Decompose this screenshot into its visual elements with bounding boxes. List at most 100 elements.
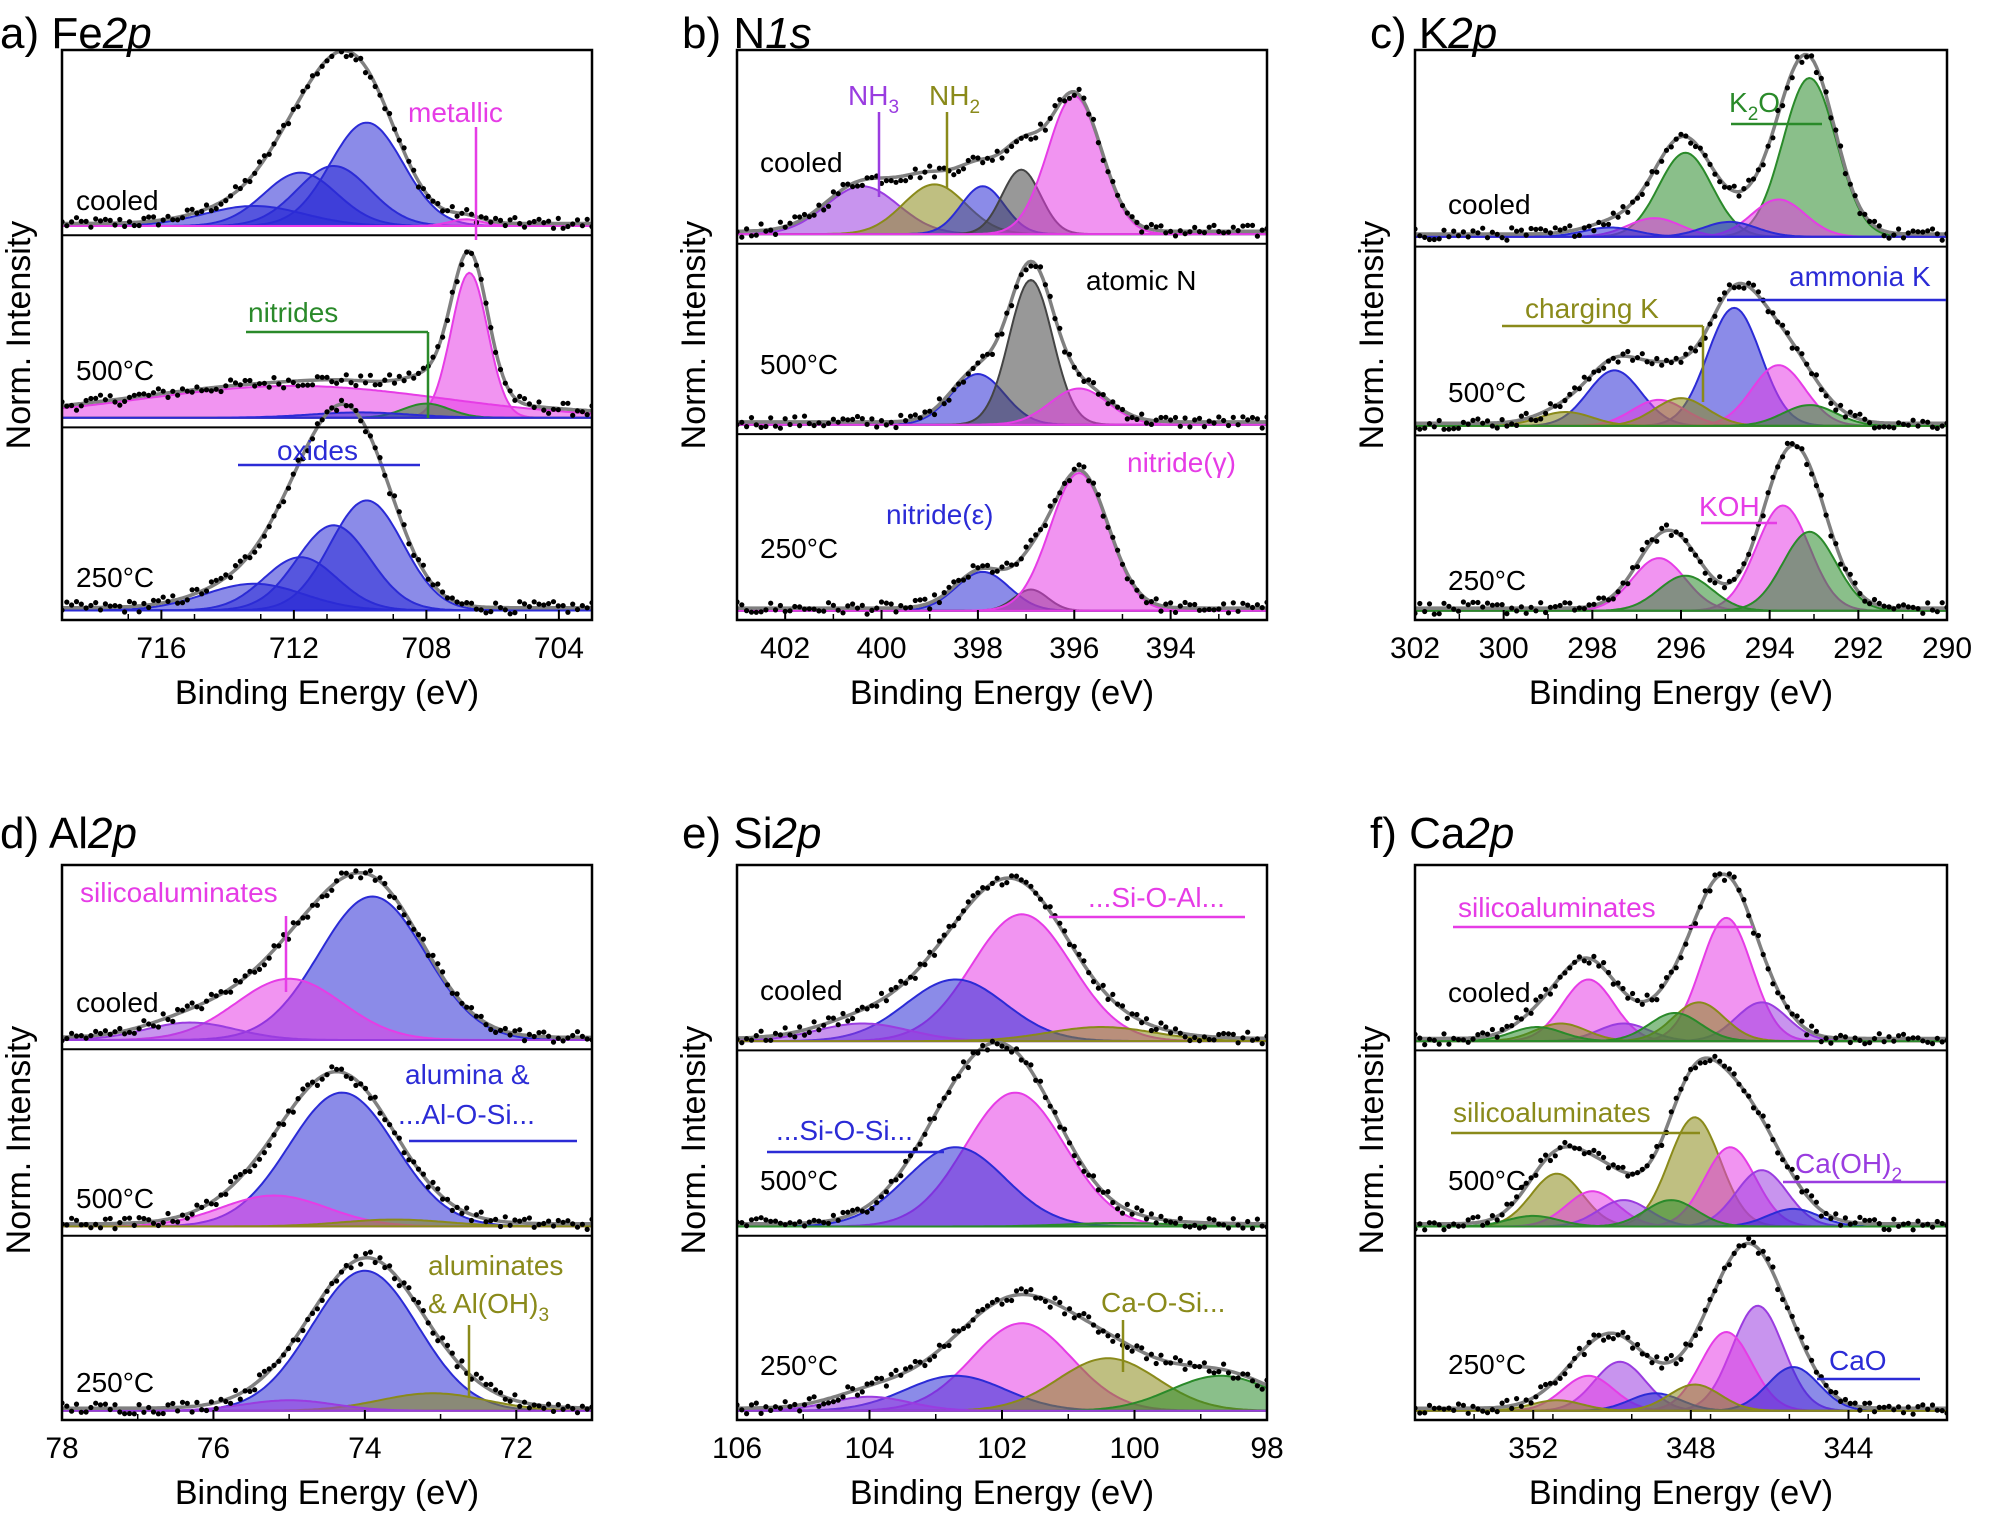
data-point — [869, 1003, 875, 1009]
data-point — [1134, 219, 1140, 225]
data-point — [1245, 1029, 1251, 1035]
data-point — [179, 386, 186, 392]
data-point — [252, 969, 258, 975]
data-point — [980, 353, 986, 359]
data-point — [1784, 1305, 1790, 1311]
data-point — [329, 379, 335, 385]
data-point — [1076, 951, 1082, 958]
data-point — [922, 962, 928, 968]
data-point — [574, 217, 581, 223]
data-point — [1905, 230, 1911, 236]
data-point — [1591, 601, 1597, 607]
data-point — [1654, 355, 1660, 362]
data-point — [1678, 359, 1684, 365]
component-peak — [737, 1222, 1267, 1228]
data-point — [468, 1217, 475, 1224]
data-point — [907, 413, 914, 419]
data-point — [478, 1209, 484, 1215]
series-250c — [62, 1249, 592, 1417]
data-point — [579, 1403, 586, 1409]
data-point — [927, 949, 933, 955]
data-point — [1066, 941, 1073, 948]
data-point — [1572, 385, 1578, 391]
data-point — [1211, 420, 1217, 426]
data-point — [464, 1205, 470, 1211]
data-point — [184, 388, 190, 394]
data-point — [391, 895, 398, 901]
data-point — [1081, 378, 1087, 384]
data-point — [1770, 474, 1776, 480]
data-point — [338, 377, 345, 383]
data-point — [247, 555, 253, 561]
data-point — [1441, 600, 1447, 606]
data-point — [1755, 1110, 1761, 1116]
x-tick-label: 300 — [1479, 632, 1529, 665]
data-point — [1547, 401, 1553, 407]
condition-label: 500°C — [1448, 377, 1526, 408]
data-point — [281, 385, 287, 391]
data-point — [931, 1353, 938, 1359]
data-point — [165, 598, 171, 605]
data-point — [1823, 89, 1829, 95]
data-point — [956, 577, 962, 584]
data-point — [430, 1330, 436, 1336]
data-point — [165, 1402, 171, 1408]
data-point — [223, 383, 229, 389]
data-point — [1750, 1239, 1757, 1245]
data-point — [358, 55, 364, 62]
data-point — [994, 875, 1000, 881]
data-point — [816, 1218, 822, 1224]
data-point — [1770, 981, 1776, 987]
panel-title: e) Si2p — [682, 809, 821, 858]
data-point — [1794, 346, 1800, 352]
data-point — [1124, 210, 1130, 216]
data-point — [1119, 1210, 1126, 1216]
data-point — [936, 938, 943, 944]
data-point — [1115, 1001, 1121, 1007]
data-point — [131, 222, 137, 229]
data-point — [1076, 371, 1082, 377]
data-point — [97, 1030, 104, 1037]
data-point — [1649, 1360, 1655, 1366]
data-point — [483, 215, 489, 221]
data-point — [574, 1224, 581, 1230]
data-point — [1028, 263, 1034, 269]
data-point — [526, 1405, 533, 1411]
data-point — [1249, 1037, 1256, 1043]
data-point — [1871, 1036, 1878, 1042]
data-point — [309, 73, 316, 79]
data-point — [170, 1218, 176, 1224]
data-point — [160, 1220, 166, 1226]
data-point — [1018, 877, 1024, 883]
data-point — [415, 370, 422, 376]
data-point — [1518, 227, 1524, 233]
data-point — [1823, 1210, 1829, 1217]
data-point — [816, 420, 822, 426]
data-point — [574, 1410, 581, 1416]
data-point — [1259, 605, 1265, 611]
data-point — [1543, 227, 1549, 234]
data-point — [744, 608, 750, 614]
data-point — [102, 397, 108, 403]
data-point — [1489, 423, 1495, 429]
data-point — [1673, 529, 1679, 535]
data-point — [517, 1403, 523, 1409]
data-point — [521, 224, 528, 230]
data-point — [565, 609, 571, 615]
annotation-label: alumina & — [405, 1059, 530, 1090]
data-point — [1042, 1298, 1048, 1304]
data-point — [1158, 414, 1164, 421]
data-point — [1518, 604, 1524, 610]
data-point — [213, 205, 219, 212]
data-point — [1528, 1175, 1534, 1181]
data-point — [276, 503, 282, 509]
plot-frame — [1413, 863, 1949, 1422]
data-point — [1134, 587, 1140, 593]
data-point — [1451, 1407, 1457, 1413]
data-point — [420, 936, 426, 942]
data-point — [324, 409, 330, 415]
data-point — [1567, 1143, 1573, 1149]
annotation-label: silicoaluminates — [1453, 1097, 1651, 1128]
annotation-label: Ca-O-Si... — [1101, 1287, 1225, 1318]
data-point — [777, 602, 784, 609]
